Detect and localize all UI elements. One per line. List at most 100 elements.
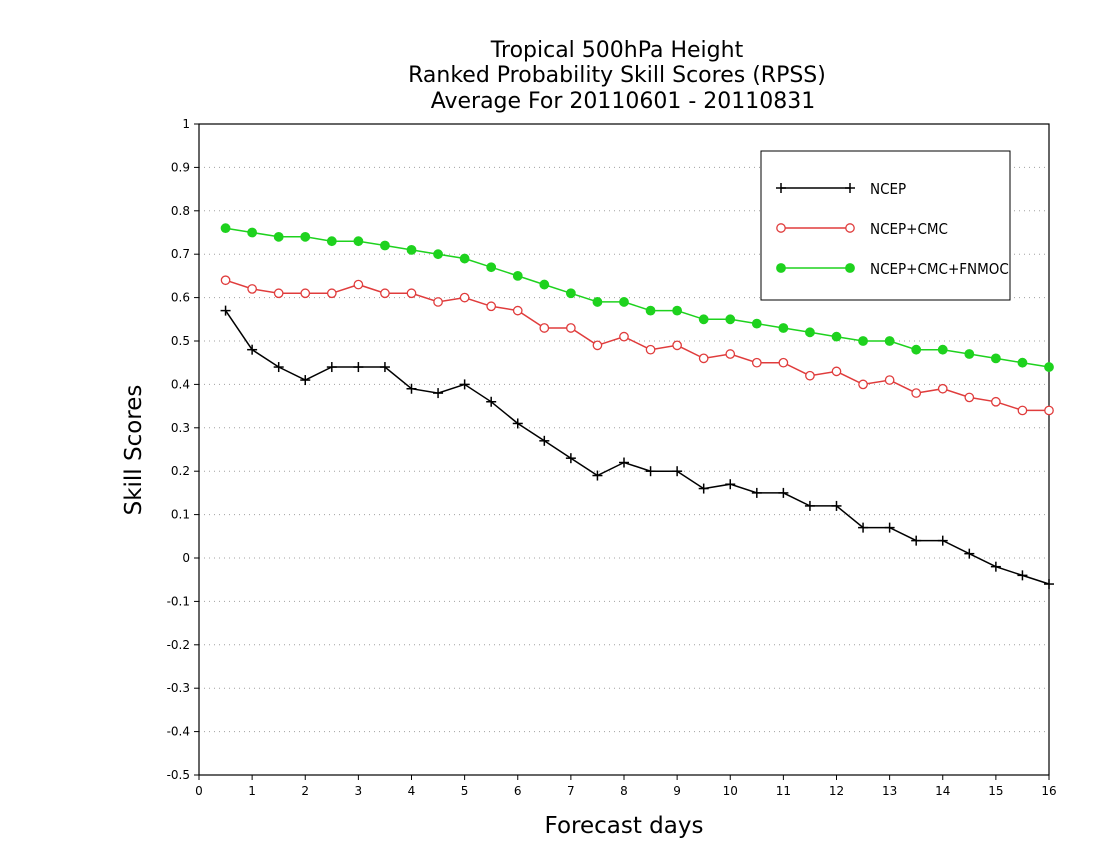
y-tick-label: 0.1 xyxy=(171,508,190,522)
data-point xyxy=(380,240,390,251)
data-point xyxy=(326,288,337,299)
data-point xyxy=(937,383,948,394)
data-point xyxy=(512,305,523,316)
data-point xyxy=(512,271,523,281)
x-tick-label: 11 xyxy=(776,784,791,798)
data-point xyxy=(645,466,656,477)
data-point xyxy=(698,314,709,325)
x-tick-label: 15 xyxy=(988,784,1003,798)
data-point xyxy=(831,366,842,377)
data-point xyxy=(804,500,815,511)
data-point xyxy=(645,344,656,355)
data-point xyxy=(990,353,1001,364)
data-point xyxy=(937,344,948,355)
data-point xyxy=(565,453,576,464)
data-point xyxy=(698,353,709,364)
y-tick-label: -0.5 xyxy=(167,768,190,782)
data-point xyxy=(884,522,895,533)
data-point xyxy=(353,236,364,247)
y-axis-label: Skill Scores xyxy=(121,385,147,516)
data-point xyxy=(539,279,550,290)
legend-label: NCEP+CMC+FNMOC xyxy=(870,260,1009,278)
data-point xyxy=(247,344,258,355)
y-tick-label: -0.4 xyxy=(167,725,190,739)
data-point xyxy=(353,279,364,290)
data-point xyxy=(645,305,656,316)
data-point xyxy=(220,275,231,286)
chart-title-line-2: Ranked Probability Skill Scores (RPSS) xyxy=(408,63,826,88)
x-tick-label: 13 xyxy=(882,784,897,798)
x-tick-label: 14 xyxy=(935,784,950,798)
legend-marker xyxy=(776,223,786,233)
data-point xyxy=(1044,579,1054,590)
x-tick-label: 1 xyxy=(248,784,256,798)
plot-area xyxy=(220,223,1054,590)
y-tick-label: 1 xyxy=(182,117,190,131)
x-tick-label: 3 xyxy=(355,784,363,798)
data-point xyxy=(858,522,869,533)
data-point xyxy=(566,323,576,333)
data-point xyxy=(273,288,284,299)
data-point xyxy=(273,362,284,373)
y-tick-label: 0.9 xyxy=(171,160,190,174)
chart-title-line-1: Tropical 500hPa Height xyxy=(490,38,744,63)
data-point xyxy=(884,375,895,385)
x-tick-label: 4 xyxy=(408,784,416,798)
data-point xyxy=(539,323,550,333)
x-tick-label: 8 xyxy=(620,784,628,798)
data-point xyxy=(964,548,975,559)
legend-marker xyxy=(845,223,855,233)
data-point xyxy=(512,418,523,429)
data-point xyxy=(1044,362,1054,372)
data-point xyxy=(486,301,497,312)
legend-marker xyxy=(845,183,855,193)
data-point xyxy=(698,483,709,494)
data-point xyxy=(1017,405,1028,416)
y-tick-label: 0.7 xyxy=(171,247,190,261)
data-point xyxy=(911,388,922,398)
x-tick-label: 12 xyxy=(829,784,844,798)
data-point xyxy=(725,349,736,359)
data-point xyxy=(778,357,789,368)
data-point xyxy=(326,236,337,247)
data-point xyxy=(858,336,868,346)
legend: NCEP NCEP+CMC NCEP+CMC+FNMOC xyxy=(760,150,1011,301)
data-point xyxy=(353,362,364,373)
legend-marker xyxy=(776,183,786,193)
data-point xyxy=(326,362,337,373)
data-point xyxy=(725,314,736,325)
chart-title: Tropical 500hPa Height Ranked Probabilit… xyxy=(408,38,826,114)
legend-marker xyxy=(776,263,786,273)
y-tick-label: 0.5 xyxy=(171,334,190,348)
data-point xyxy=(486,262,497,273)
data-point xyxy=(937,535,948,546)
x-tick-label: 10 xyxy=(723,784,738,798)
legend-entry: NCEP+CMC+FNMOC xyxy=(776,260,1009,278)
data-point xyxy=(273,231,284,242)
data-point xyxy=(1017,570,1028,581)
data-point xyxy=(619,457,629,468)
data-point xyxy=(220,305,231,316)
data-point xyxy=(433,388,444,399)
data-point xyxy=(539,435,550,446)
x-tick-label: 2 xyxy=(301,784,309,798)
data-point xyxy=(858,379,868,390)
x-tick-label: 7 xyxy=(567,784,575,798)
chart-title-line-3: Average For 20110601 - 20110831 xyxy=(431,89,816,114)
data-point xyxy=(805,327,815,338)
data-point xyxy=(459,379,470,390)
legend-entry: NCEP xyxy=(776,180,906,198)
data-point xyxy=(592,470,603,481)
axes: -0.5 -0.4 -0.3 -0.2 -0.1 0 0.1 0.2 0.3 0.4 0.5 0.6 0… xyxy=(167,117,1057,798)
x-axis-label: Forecast days xyxy=(545,813,704,839)
data-point xyxy=(672,466,683,477)
data-point xyxy=(884,336,895,346)
data-point xyxy=(433,249,443,260)
y-tick-label: 0.4 xyxy=(171,377,190,391)
x-tick-label: 5 xyxy=(461,784,469,798)
data-point xyxy=(672,340,682,351)
series-1 xyxy=(220,275,1054,416)
data-point xyxy=(247,284,257,294)
data-point xyxy=(778,323,789,333)
